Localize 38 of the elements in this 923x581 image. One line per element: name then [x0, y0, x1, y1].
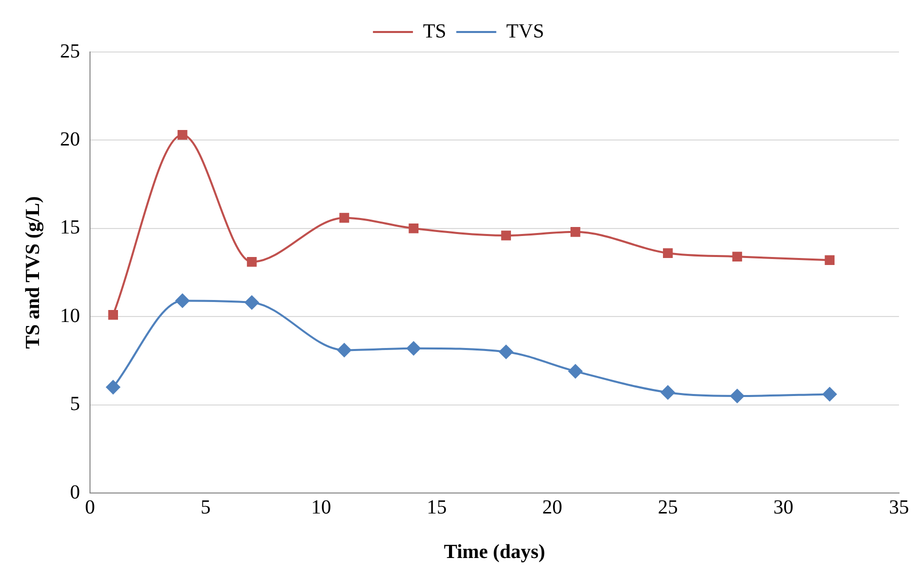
point: [570, 227, 580, 237]
point: [178, 130, 188, 140]
y-axis-title: TS and TVS (g/L): [22, 196, 44, 349]
point: [501, 230, 511, 240]
point: [822, 387, 837, 402]
point: [660, 385, 675, 400]
x-tick-label: 20: [542, 496, 562, 518]
point: [732, 252, 742, 262]
point: [662, 248, 673, 258]
point: [499, 344, 514, 359]
legend-label: TVS: [506, 20, 544, 42]
x-tick-label: 15: [426, 496, 447, 518]
y-tick-label: 20: [60, 128, 80, 150]
x-tick-label: 25: [658, 496, 678, 518]
x-tick-label: 5: [200, 496, 211, 518]
point: [408, 224, 418, 234]
point: [337, 343, 352, 358]
point: [406, 341, 421, 356]
point: [108, 310, 118, 320]
y-tick-label: 15: [60, 216, 80, 239]
x-tick-label: 35: [889, 496, 909, 518]
point: [246, 257, 257, 267]
x-tick-label: 30: [773, 496, 794, 518]
x-tick-label: 0: [85, 496, 95, 518]
y-tick-label: 5: [70, 393, 80, 416]
point: [730, 388, 744, 403]
point: [106, 380, 120, 394]
point: [568, 364, 582, 378]
x-tick-label: 10: [311, 496, 332, 518]
y-tick-label: 10: [60, 304, 80, 327]
legend-label: TS: [422, 20, 446, 42]
x-axis-title: Time (days): [444, 541, 546, 564]
y-tick-label: 25: [60, 40, 80, 62]
point: [175, 294, 190, 308]
point: [824, 255, 835, 266]
y-tick-label: 0: [70, 481, 80, 504]
point: [339, 212, 350, 223]
point: [244, 295, 259, 310]
